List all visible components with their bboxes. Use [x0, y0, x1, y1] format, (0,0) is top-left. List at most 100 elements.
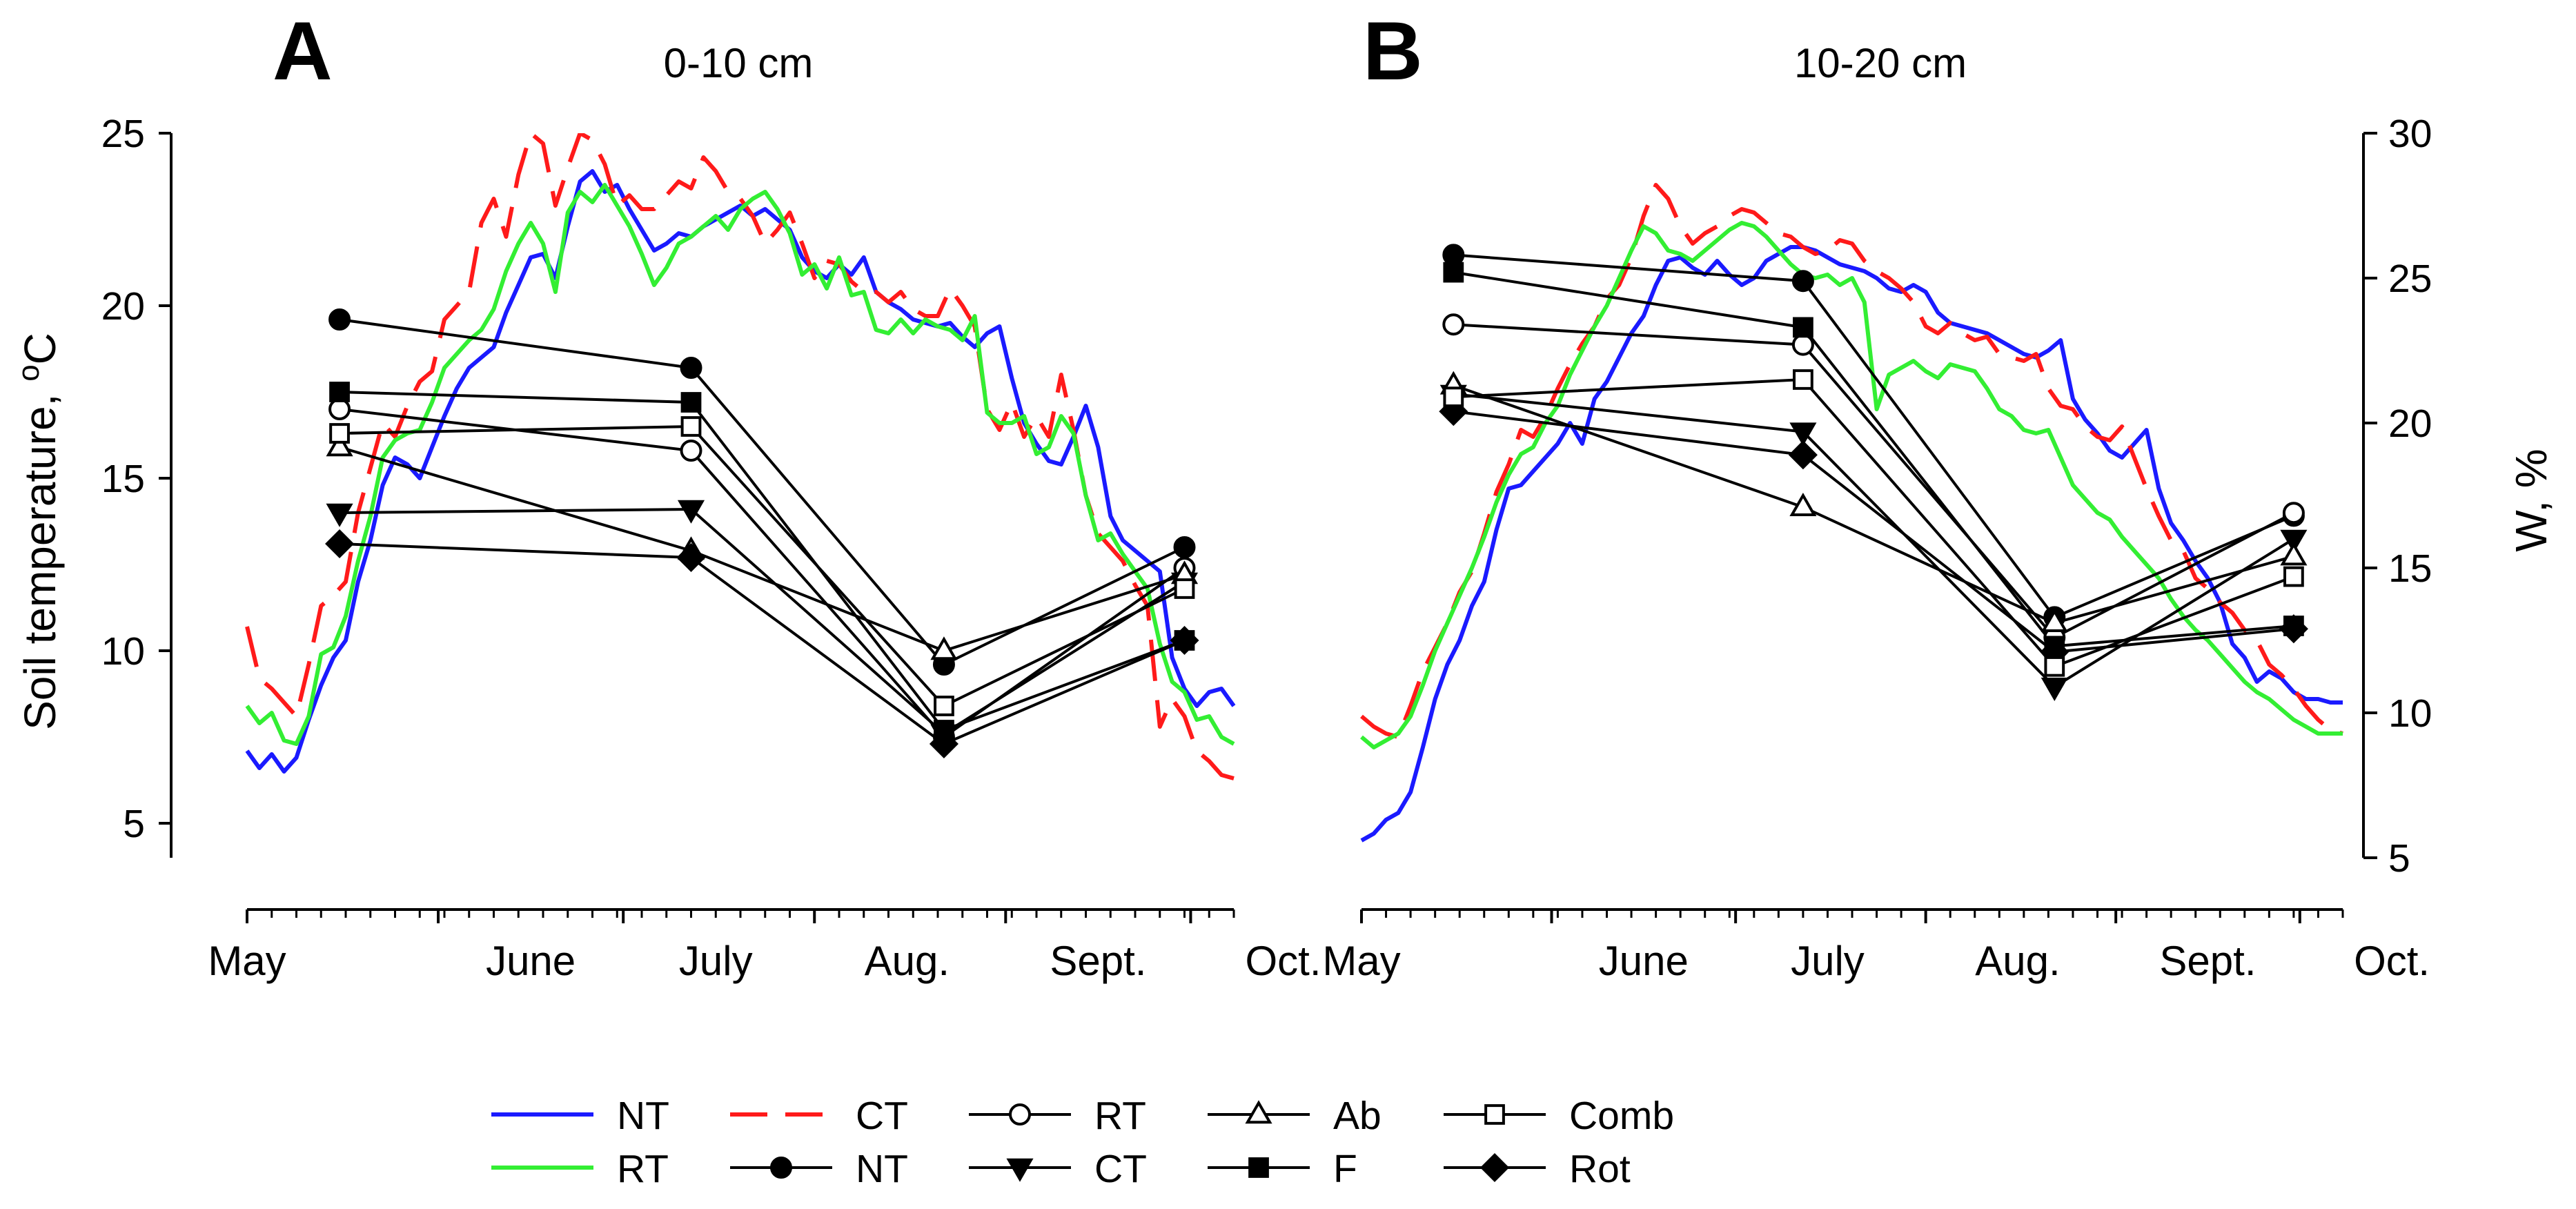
x-month-label: July [1791, 938, 1865, 984]
panel-b-title: 10-20 cm [1794, 40, 1967, 86]
temperature-lines [1360, 183, 2343, 843]
moisture-line-rt [1453, 323, 2294, 640]
moisture-point-rot [1170, 625, 1199, 656]
moisture-point-rt [2282, 502, 2305, 524]
y-axis-title-sup: o [12, 364, 46, 381]
moisture-point-comb [1443, 386, 1464, 408]
moisture-point-ct [326, 503, 353, 527]
panel-a-title: 0-10 cm [664, 40, 814, 86]
temperature-line-rt [1360, 221, 2343, 749]
legend-label: NT [856, 1147, 908, 1191]
moisture-point-rt [1791, 333, 1814, 356]
x-month-label: Aug. [1975, 938, 2060, 984]
temperature-line-ct [1360, 183, 2343, 739]
y-tick-label: 10 [101, 629, 145, 674]
legend-label: CT [856, 1094, 908, 1138]
x-month-label: Aug. [865, 938, 950, 984]
legend-label: Comb [1569, 1094, 1674, 1138]
y-tick-label: 25 [101, 112, 145, 156]
moisture-line-f [1453, 271, 2294, 648]
x-month-label: June [486, 938, 576, 984]
moisture-point-comb [680, 416, 702, 437]
panel-b-plot: 5 10 15 20 25 30 May June July Aug. Sept. Oct. [1322, 112, 2432, 984]
moisture-point-comb [934, 696, 954, 716]
legend-marker-comb [1484, 1104, 1505, 1125]
x-month-label: May [1322, 938, 1400, 984]
right-y-tick-label: 15 [2388, 547, 2432, 591]
moisture-point-comb [329, 423, 350, 444]
moisture-point-ct [677, 500, 705, 524]
moisture-line-ct [1453, 393, 2294, 689]
moisture-point-ct [1789, 422, 1817, 446]
temperature-line-nt [1360, 245, 2343, 843]
y-tick-label: 5 [123, 802, 145, 846]
moisture-line-rot [1453, 410, 2294, 653]
moisture-point-ct [2280, 529, 2308, 553]
panel-a-y-axis-title: Soil temperature, oC [12, 333, 65, 730]
right-y-tick-label: 25 [2388, 257, 2432, 301]
panel-a-letter: A [273, 5, 333, 97]
moisture-line-comb [1453, 377, 2294, 669]
x-month-label: May [208, 938, 286, 984]
right-y-tick-label: 30 [2388, 112, 2432, 156]
legend-label: CT [1094, 1147, 1147, 1191]
legend-marker-nt [770, 1157, 792, 1179]
y-tick-label: 20 [101, 284, 145, 328]
moisture-line-nt [1453, 253, 2294, 619]
legend-marker-rot [1479, 1152, 1510, 1183]
legend-marker-ab [1245, 1100, 1272, 1124]
legend-marker-rt [1009, 1103, 1031, 1126]
moisture-line-f [340, 391, 1186, 732]
legend-label: RT [1094, 1094, 1146, 1138]
legend-label: NT [617, 1094, 669, 1138]
moisture-point-comb [2283, 566, 2304, 587]
panel-a-plot: 5 10 15 20 25 May June July Aug. Sept. Oct. [101, 112, 1321, 984]
legend-label: RT [617, 1147, 669, 1191]
moisture-point-f [1443, 262, 1464, 283]
x-month-label: Oct. [2354, 938, 2430, 984]
moisture-point-nt [1173, 536, 1196, 558]
moisture-line-ab [339, 446, 1186, 653]
moisture-point-ab [2280, 542, 2308, 566]
moisture-point-rt [680, 440, 702, 462]
right-y-tick-label: 20 [2388, 402, 2432, 446]
moisture-point-ct [2041, 678, 2068, 702]
moisture-point-ab [1789, 492, 1817, 516]
moisture-point-rt [1442, 313, 1465, 336]
moisture-point-rot [929, 729, 958, 759]
moisture-point-rot [325, 529, 355, 559]
moisture-point-comb [1793, 369, 1813, 390]
moisture-point-ab [2041, 608, 2068, 632]
moisture-point-nt [1791, 270, 1814, 293]
panel-b-letter: B [1363, 5, 1423, 97]
moisture-point-f [680, 392, 702, 413]
moisture-line-ct [340, 507, 1186, 736]
moisture-series [325, 308, 1199, 759]
moisture-point-ab [930, 636, 958, 660]
moisture-point-comb [1174, 578, 1195, 599]
moisture-point-f [329, 382, 350, 402]
legend-label: F [1333, 1147, 1357, 1191]
moisture-point-f [1793, 317, 1813, 338]
panel-b-right-axis-title: W, % [2506, 449, 2556, 551]
right-y-tick-label: 10 [2388, 691, 2432, 736]
moisture-series [1439, 244, 2308, 702]
moisture-point-rot [676, 542, 706, 573]
moisture-point-nt [680, 357, 702, 379]
moisture-point-rot [1439, 397, 1468, 426]
moisture-line-comb [340, 424, 1186, 708]
moisture-line-ab [1453, 384, 2294, 625]
moisture-point-rot [1788, 440, 1818, 470]
legend: NT CT RT Ab Comb RT NT CT F Rot [491, 1094, 1674, 1191]
y-axis-title-unit: C [15, 333, 65, 364]
moisture-point-ab [326, 433, 353, 457]
legend-label: Ab [1333, 1094, 1382, 1138]
x-month-label: Oct. [1245, 938, 1321, 984]
x-month-label: June [1599, 938, 1689, 984]
moisture-point-nt [1442, 244, 1465, 266]
moisture-line-rot [340, 542, 1186, 746]
moisture-point-rt [328, 398, 351, 420]
x-month-label: July [679, 938, 753, 984]
legend-marker-f [1248, 1157, 1269, 1178]
